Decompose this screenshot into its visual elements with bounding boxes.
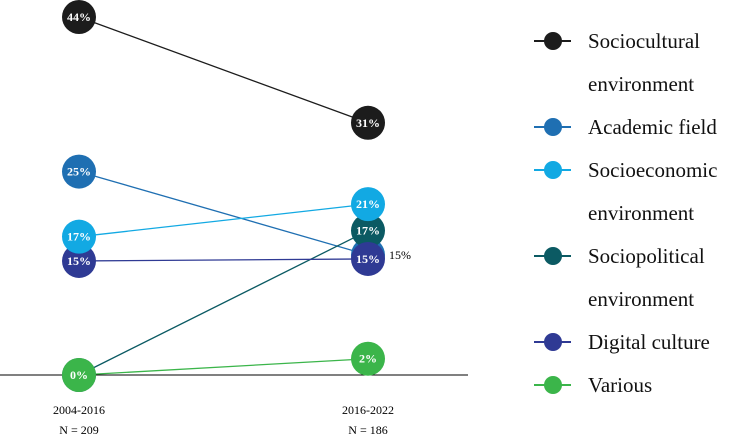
series-points: 25% 15% 17% 0% 44% 17% 15% 21% 2% 31%: [62, 0, 385, 392]
data-label-sociocultural-environment-1: 31%: [356, 116, 380, 130]
data-label-sociocultural-environment-0: 44%: [67, 10, 91, 24]
legend-swatch-marker: [544, 161, 562, 179]
data-label-sociopolitical-environment-1: 17%: [356, 224, 380, 238]
legend-swatch-marker: [544, 247, 562, 265]
legend-swatch-marker: [544, 118, 562, 136]
series-lines: [78, 16, 369, 376]
data-label-various-0: 0%: [70, 368, 88, 382]
x-axis-labels: 2004-2016 N = 209 2016-2022 N = 186: [53, 403, 394, 436]
point-socioeconomic-environment-0: [62, 219, 96, 254]
data-label-socioeconomic-environment-1: 21%: [356, 197, 380, 211]
point-sociocultural-environment-0: [62, 0, 96, 34]
series-line-socioeconomic-environment: [78, 203, 369, 238]
chart-annotations: 15%: [389, 248, 411, 262]
legend-item-sociocultural-environment: Sociocultural environment: [534, 29, 700, 96]
point-sociopolitical-environment-1: [351, 213, 385, 248]
data-label-various-1: 2%: [359, 352, 377, 366]
point-various-1: [351, 341, 385, 376]
point-digital-culture-1: [351, 241, 385, 276]
legend: Sociocultural environment Academic field So…: [534, 29, 717, 397]
legend-item-academic-field: Academic field: [534, 115, 717, 139]
x-sample-size-label-0: N = 209: [59, 423, 98, 436]
x-sample-size-label-1: N = 186: [348, 423, 387, 436]
data-label-socioeconomic-environment-0: 17%: [67, 230, 91, 244]
legend-label: Academic field: [588, 115, 717, 139]
legend-label: environment: [588, 287, 694, 311]
data-label-digital-culture-1: 15%: [356, 252, 380, 266]
legend-swatch-marker: [544, 32, 562, 50]
legend-label: Various: [588, 373, 652, 397]
series-line-sociopolitical-environment: [78, 230, 369, 376]
legend-swatch-marker: [544, 376, 562, 394]
legend-item-socioeconomic-environment: Socioeconomic environment: [534, 158, 717, 225]
legend-label: Digital culture: [588, 330, 710, 354]
x-tick-label-0: 2004-2016: [53, 403, 105, 417]
point-academic-field-0: [62, 154, 96, 189]
legend-item-various: Various: [534, 373, 652, 397]
legend-label: environment: [588, 201, 694, 225]
point-sociocultural-environment-1: [351, 105, 385, 140]
series-line-various: [78, 358, 369, 376]
series-line-sociocultural-environment: [78, 16, 369, 124]
legend-label: Socioeconomic: [588, 158, 717, 182]
point-socioeconomic-environment-1: [351, 187, 385, 222]
legend-swatch-marker: [544, 333, 562, 351]
legend-item-digital-culture: Digital culture: [534, 330, 710, 354]
series-line-academic-field: [78, 170, 369, 256]
point-various-0: [62, 358, 96, 392]
legend-label: Sociocultural: [588, 29, 700, 53]
x-tick-label-1: 2016-2022: [342, 403, 394, 417]
annotation-label-0: 15%: [389, 248, 411, 262]
series-line-digital-culture: [78, 258, 369, 262]
data-label-academic-field-0: 25%: [67, 165, 91, 179]
data-label-digital-culture-0: 15%: [67, 254, 91, 268]
point-digital-culture-0: [62, 243, 96, 278]
legend-label: environment: [588, 72, 694, 96]
legend-item-sociopolitical-environment: Sociopolitical environment: [534, 244, 705, 311]
legend-label: Sociopolitical: [588, 244, 705, 268]
